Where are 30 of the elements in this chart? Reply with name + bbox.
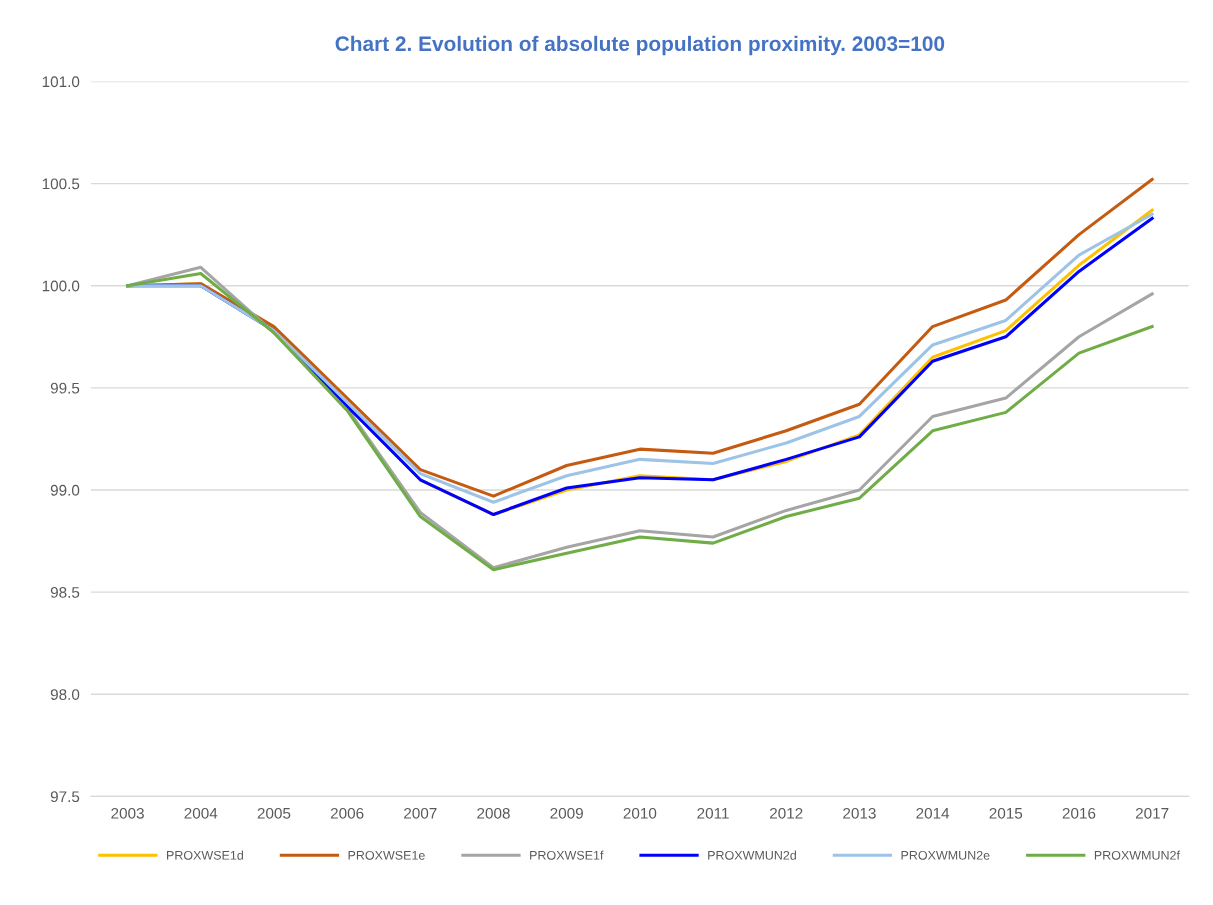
legend-label: PROXWSE1e: [348, 850, 425, 860]
y-tick-label: 98.5: [50, 587, 80, 598]
y-tick-label: 101.0: [42, 76, 80, 88]
x-tick-label: 2003: [111, 807, 144, 819]
x-tick-label: 2012: [770, 807, 803, 819]
x-tick-label: 2015: [989, 807, 1023, 819]
x-tick-label: 2006: [330, 807, 364, 819]
x-tick-label: 2013: [843, 807, 876, 819]
x-tick-label: 2017: [1135, 807, 1169, 819]
x-tick-label: 2004: [184, 807, 218, 819]
x-tick-label: 2016: [1062, 807, 1096, 819]
y-tick-label: 100.0: [42, 280, 80, 292]
legend-label: PROXWSE1f: [530, 850, 604, 860]
y-tick-label: 98.0: [50, 689, 80, 700]
legend-label: PROXWSE1d: [167, 850, 243, 860]
x-tick-label: 2009: [550, 807, 583, 819]
legend-label: PROXWMUN2d: [708, 850, 796, 860]
y-tick-label: 99.0: [50, 484, 80, 496]
legend-label: PROXWMUN2e: [901, 850, 990, 860]
y-tick-label: 100.5: [42, 178, 80, 190]
x-tick-label: 2007: [404, 807, 437, 819]
x-tick-label: 2014: [916, 807, 950, 819]
x-tick-label: 2008: [477, 807, 510, 819]
legend-label: PROXWMUN2f: [1094, 850, 1180, 860]
y-tick-label: 97.5: [50, 791, 80, 803]
chart-title: Chart 2. Evolution of absolute population proximity. 2003=100: [335, 35, 945, 56]
x-tick-label: 2005: [257, 807, 291, 819]
y-tick-label: 99.5: [50, 382, 80, 394]
x-tick-label: 2010: [623, 807, 657, 819]
x-tick-label: 2011: [697, 807, 729, 819]
